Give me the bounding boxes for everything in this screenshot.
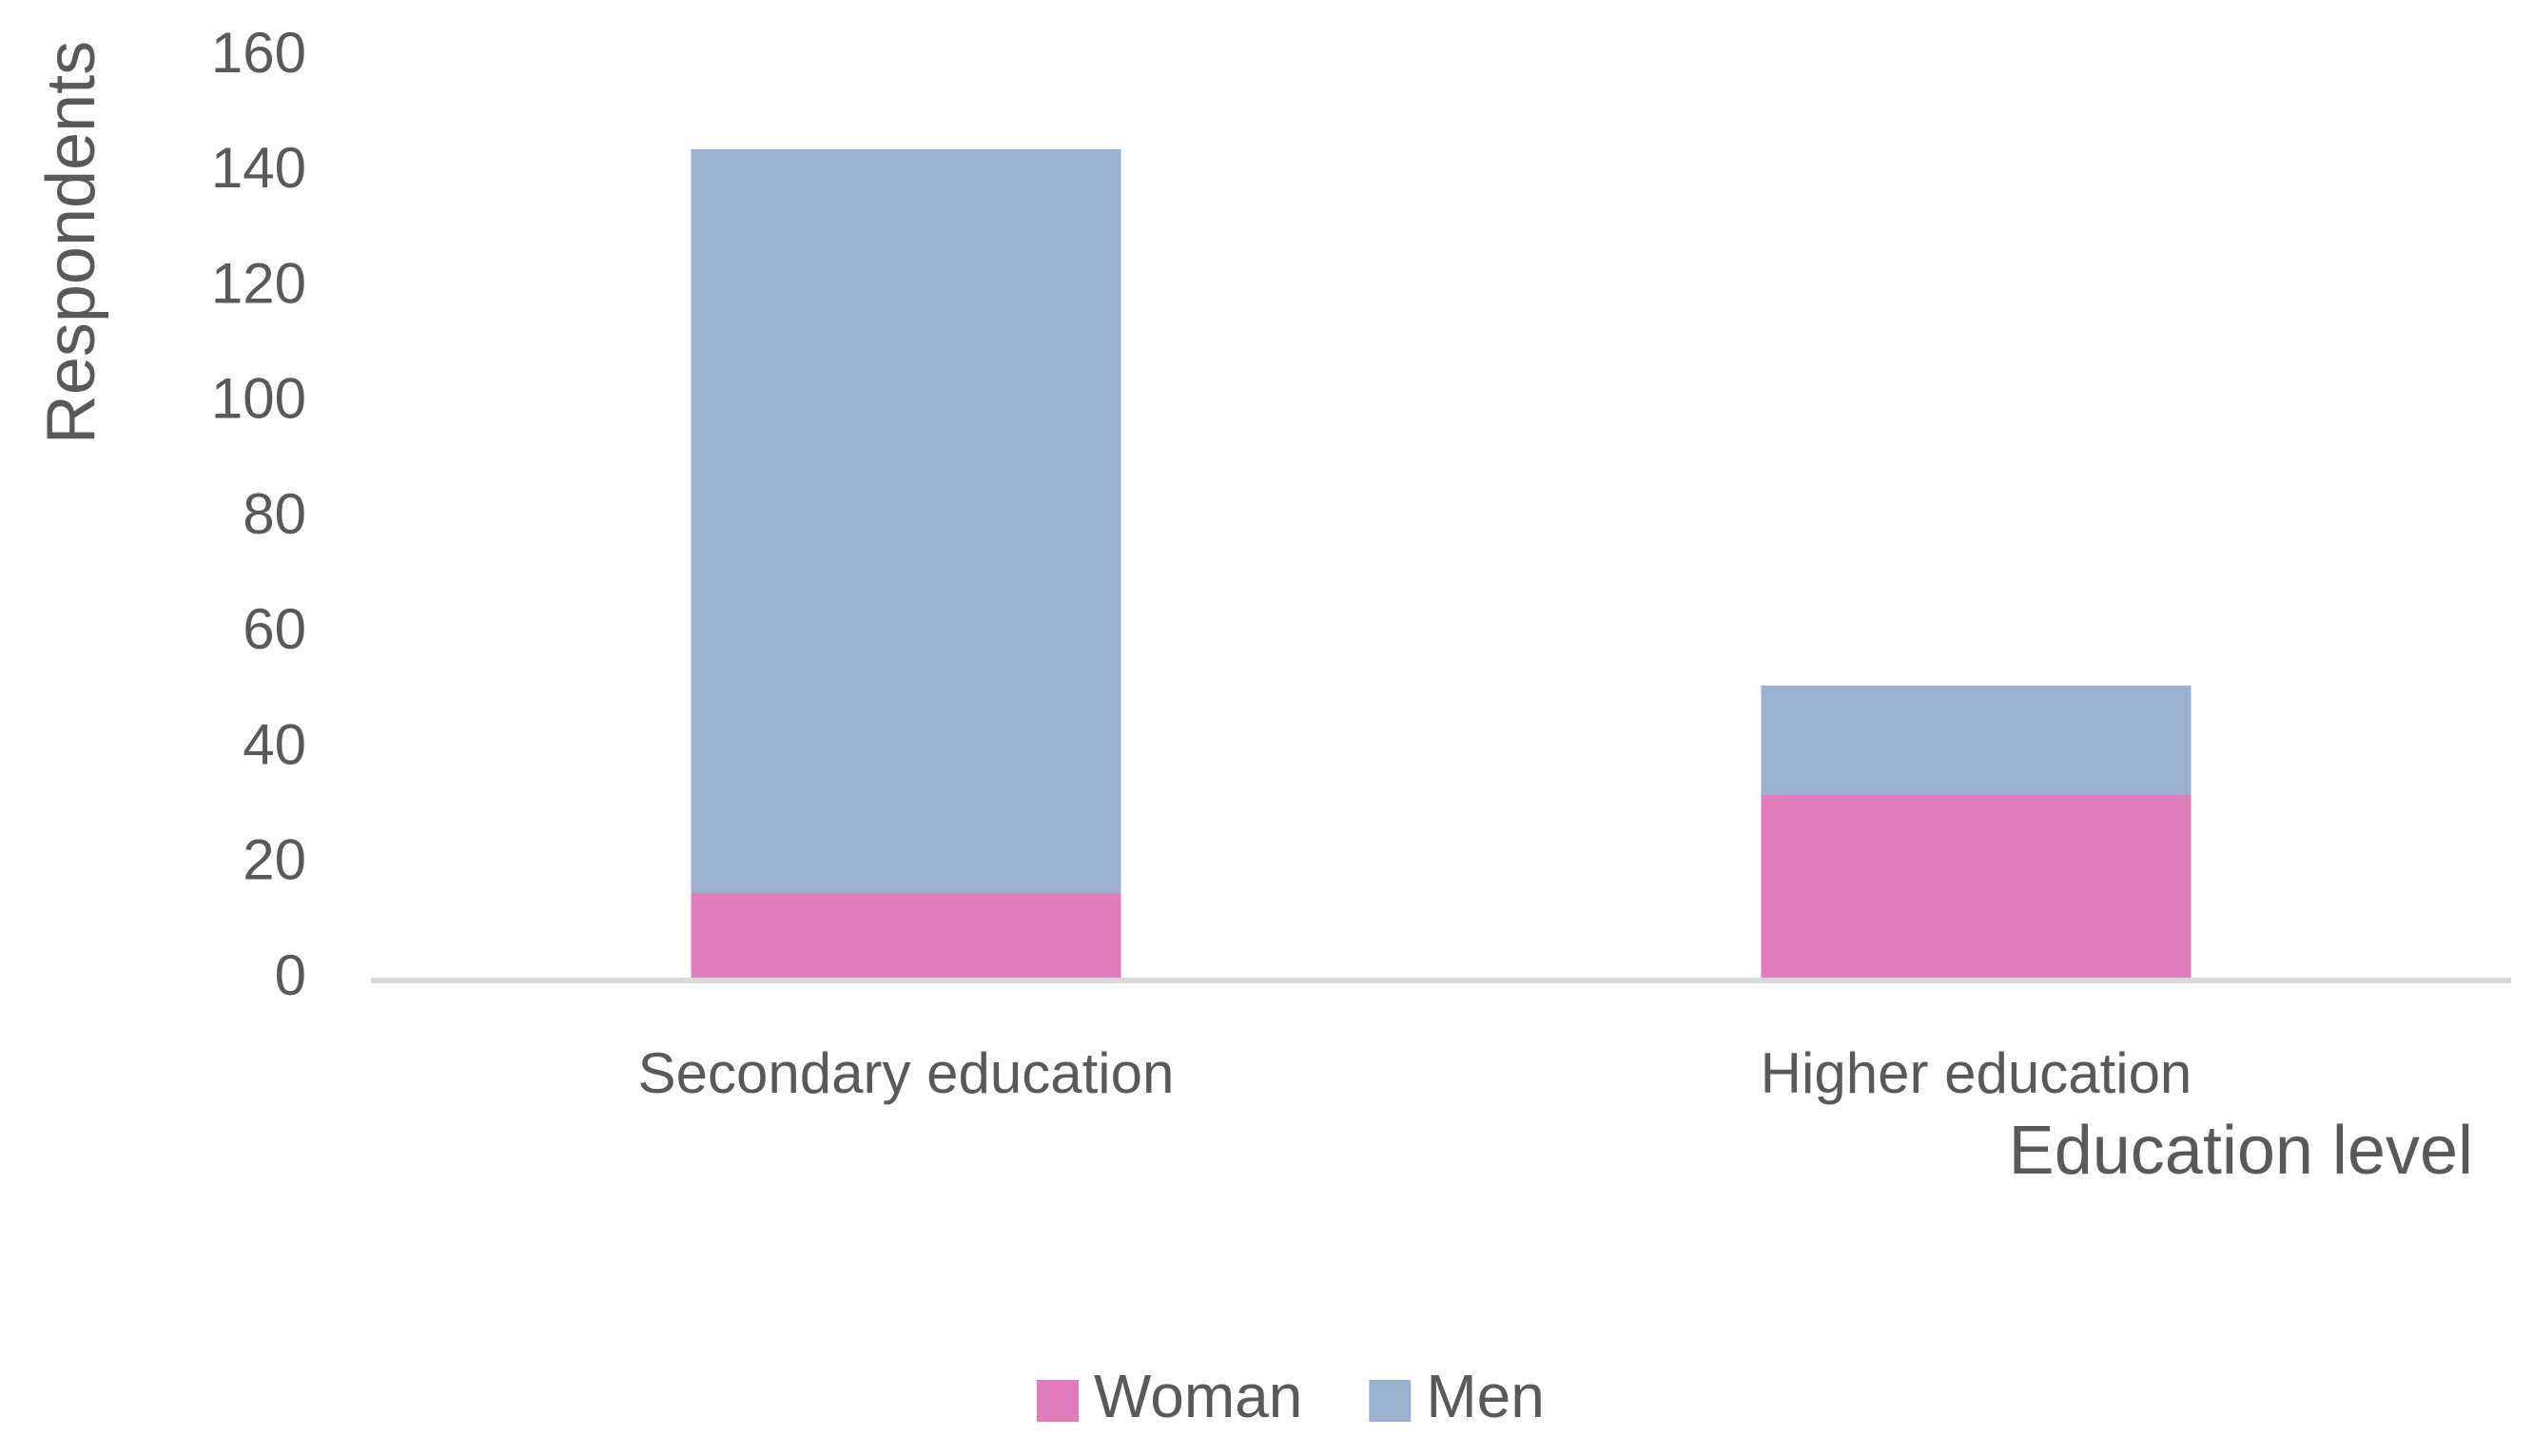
legend-swatch-men — [1369, 1380, 1412, 1422]
x-axis-ticks: Secondary education Higher education — [638, 1041, 2192, 1105]
y-tick-label: 80 — [243, 482, 306, 546]
y-tick-label: 60 — [243, 597, 306, 661]
y-tick-label: 100 — [211, 367, 306, 431]
x-axis-title: Education level — [2009, 1113, 2473, 1189]
y-axis-title: Respondents — [33, 41, 109, 444]
legend-label-woman: Woman — [1094, 1362, 1302, 1430]
bar-woman-higher-education — [1761, 795, 2192, 980]
y-axis-ticks: 0 20 40 60 80 100 120 140 160 — [211, 21, 306, 1007]
bar-woman-secondary-education — [691, 893, 1121, 980]
legend: Woman Men — [1037, 1362, 1545, 1430]
y-tick-label: 0 — [275, 943, 306, 1007]
legend-label-men: Men — [1426, 1362, 1545, 1430]
y-tick-label: 120 — [211, 251, 306, 315]
x-tick-label-higher-education: Higher education — [1761, 1041, 2192, 1105]
y-tick-label: 20 — [243, 828, 306, 892]
bars — [691, 149, 2192, 980]
legend-swatch-woman — [1037, 1380, 1079, 1422]
x-tick-label-secondary-education: Secondary education — [638, 1041, 1175, 1105]
y-tick-label: 160 — [211, 21, 306, 85]
y-tick-label: 40 — [243, 712, 306, 776]
bar-men-secondary-education — [691, 149, 1121, 894]
bar-men-higher-education — [1761, 685, 2192, 795]
y-tick-label: 140 — [211, 136, 306, 200]
